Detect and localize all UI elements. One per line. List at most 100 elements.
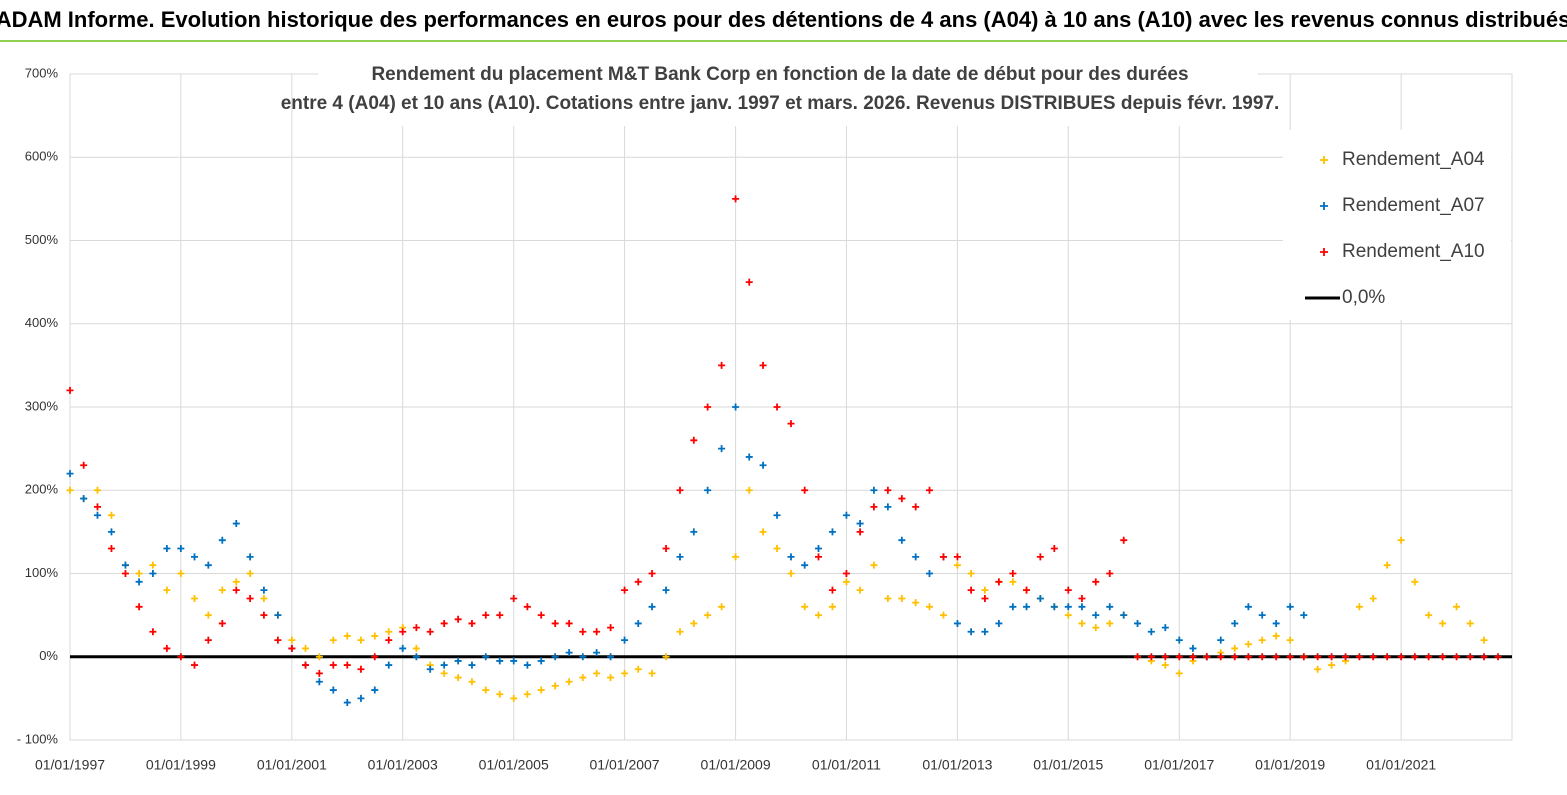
chart-title: Rendement du placement M&T Bank Corp en …	[371, 64, 1188, 85]
point	[510, 594, 518, 602]
point	[1342, 653, 1350, 661]
point	[759, 361, 767, 369]
legend-box	[1283, 130, 1511, 320]
point	[787, 420, 795, 428]
point	[801, 486, 809, 494]
point	[607, 674, 615, 682]
point	[1453, 603, 1461, 611]
point	[232, 520, 240, 528]
point	[1480, 653, 1488, 661]
point	[1106, 603, 1114, 611]
point	[1453, 653, 1461, 661]
point	[842, 578, 850, 586]
point	[1244, 603, 1252, 611]
point	[426, 665, 434, 673]
x-tick-label: 01/01/2003	[368, 757, 438, 773]
point	[218, 586, 226, 594]
point	[856, 586, 864, 594]
point	[1009, 603, 1017, 611]
point	[634, 665, 642, 673]
point	[912, 599, 920, 607]
point	[260, 586, 268, 594]
point	[1494, 653, 1502, 661]
point	[1314, 653, 1322, 661]
point	[177, 545, 185, 553]
point	[593, 628, 601, 636]
legend-label: Rendement_A07	[1342, 195, 1485, 216]
point	[1355, 653, 1363, 661]
point	[1064, 603, 1072, 611]
point	[1134, 653, 1142, 661]
point	[510, 657, 518, 665]
point	[523, 603, 531, 611]
point	[870, 503, 878, 511]
point	[177, 570, 185, 577]
legend-marker	[1320, 248, 1328, 256]
point	[939, 553, 947, 561]
point	[1425, 653, 1433, 661]
point	[662, 545, 670, 553]
point	[1272, 632, 1280, 640]
point	[814, 545, 822, 553]
point	[343, 699, 351, 707]
point	[676, 553, 684, 561]
point	[884, 503, 892, 511]
point	[690, 436, 698, 444]
point	[1411, 578, 1419, 586]
y-tick-label: 300%	[25, 398, 59, 413]
point	[1383, 561, 1391, 569]
point	[1286, 653, 1294, 661]
point	[621, 669, 629, 677]
point	[884, 486, 892, 494]
point	[1244, 640, 1252, 648]
point	[1064, 611, 1072, 619]
point	[565, 649, 573, 657]
point	[925, 570, 933, 577]
point	[246, 553, 254, 561]
point	[329, 686, 337, 694]
point	[967, 628, 975, 636]
point	[1355, 603, 1363, 611]
point	[1023, 586, 1031, 594]
point	[662, 586, 670, 594]
point	[440, 669, 448, 677]
point	[773, 403, 781, 411]
point	[1272, 619, 1280, 627]
point	[1147, 653, 1155, 661]
point	[551, 682, 559, 690]
point	[607, 653, 615, 661]
point	[842, 511, 850, 519]
point	[135, 603, 143, 611]
point	[260, 594, 268, 602]
point	[1397, 536, 1405, 544]
point	[93, 486, 101, 494]
point	[1369, 594, 1377, 602]
x-tick-label: 01/01/2001	[257, 757, 327, 773]
point	[912, 553, 920, 561]
point	[1425, 611, 1433, 619]
point	[870, 561, 878, 569]
x-tick-label: 01/01/1999	[146, 757, 216, 773]
y-tick-label: 500%	[25, 232, 59, 247]
point	[1147, 628, 1155, 636]
point	[1175, 636, 1183, 644]
point	[1161, 653, 1169, 661]
point	[315, 678, 323, 686]
point	[412, 644, 420, 652]
point	[329, 661, 337, 669]
point	[995, 619, 1003, 627]
point	[828, 586, 836, 594]
point	[718, 603, 726, 611]
point	[302, 661, 310, 669]
x-tick-label: 01/01/2007	[590, 757, 660, 773]
point	[1078, 619, 1086, 627]
point	[732, 553, 740, 561]
point	[121, 570, 129, 577]
point	[801, 603, 809, 611]
point	[371, 686, 379, 694]
point	[1217, 636, 1225, 644]
point	[593, 669, 601, 677]
point	[787, 570, 795, 577]
point	[704, 611, 712, 619]
